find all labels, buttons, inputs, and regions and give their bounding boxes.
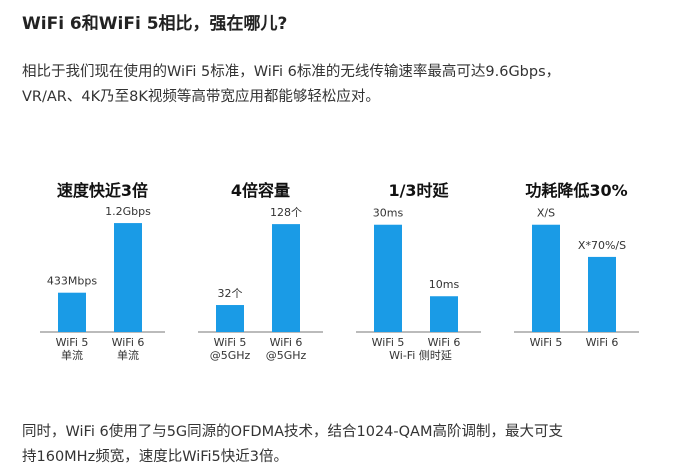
chart-data-label: X*70%/S [578,239,626,252]
chart-category-label: 单流 [117,348,139,362]
chart-bar [588,256,616,332]
chart-bar [374,224,402,332]
outro-line: 持160MHz频宽，速度比WiFi5快近3倍。 [22,449,289,465]
chart-data-label: 10ms [429,278,460,291]
chart-data-label: 30ms [373,207,404,220]
chart-data-label: 32个 [218,287,243,300]
chart-category-label: WiFi 6 [586,336,619,349]
chart-bar [272,224,300,332]
chart-category-label: @5GHz [210,349,251,362]
chart-category-label: WiFi 6 [270,336,303,349]
chart-category-label: WiFi 5 [372,336,405,349]
chart-bar [216,305,244,332]
chart-category-label: @5GHz [266,349,307,362]
intro-paragraph: 相比于我们现在使用的WiFi 5标准，WiFi 6标准的无线传输速率最高可达9.… [22,60,682,110]
chart-panel-4: 功耗降低30% X/S WiFi 5 X*70%/S WiFi 6 [514,181,639,349]
chart-bar [532,224,560,332]
chart-bar [114,223,142,332]
chart-data-label: 128个 [270,206,302,219]
chart-data-label: X/S [537,207,555,220]
article-heading: WiFi 6和WiFi 5相比，强在哪儿? [22,14,288,34]
chart-category-label: 单流 [61,348,83,362]
outro-line: 同时，WiFi 6使用了与5G同源的OFDMA技术，结合1024-QAM高阶调制… [22,424,563,440]
chart-bar [430,296,458,332]
chart-title: 速度快近3倍 [57,181,148,200]
comparison-chart-image: 速度快近3倍 433Mbps WiFi 5 单流 1.2Gbps WiFi 6 单流 4倍容量… [40,150,670,385]
chart-title: 4倍容量 [231,181,290,200]
chart-axis-label: Wi-Fi 侧时延 [389,349,452,362]
chart-title: 功耗降低30% [525,181,627,200]
chart-category-label: WiFi 5 [56,336,89,349]
chart-panel-3: 1/3时延 30ms WiFi 5 10ms WiFi 6Wi-Fi 侧时延 [356,181,481,362]
chart-category-label: WiFi 5 [214,336,247,349]
chart-data-label: 433Mbps [47,275,97,288]
intro-line: VR/AR、4K乃至8K视频等高带宽应用都能够轻松应对。 [22,89,380,105]
chart-bar [58,292,86,332]
chart-category-label: WiFi 5 [530,336,563,349]
outro-paragraph: 同时，WiFi 6使用了与5G同源的OFDMA技术，结合1024-QAM高阶调制… [22,420,682,470]
chart-data-label: 1.2Gbps [105,205,151,218]
chart-category-label: WiFi 6 [428,336,461,349]
intro-line: 相比于我们现在使用的WiFi 5标准，WiFi 6标准的无线传输速率最高可达9.… [22,64,561,80]
chart-title: 1/3时延 [388,181,449,200]
chart-category-label: WiFi 6 [112,336,145,349]
